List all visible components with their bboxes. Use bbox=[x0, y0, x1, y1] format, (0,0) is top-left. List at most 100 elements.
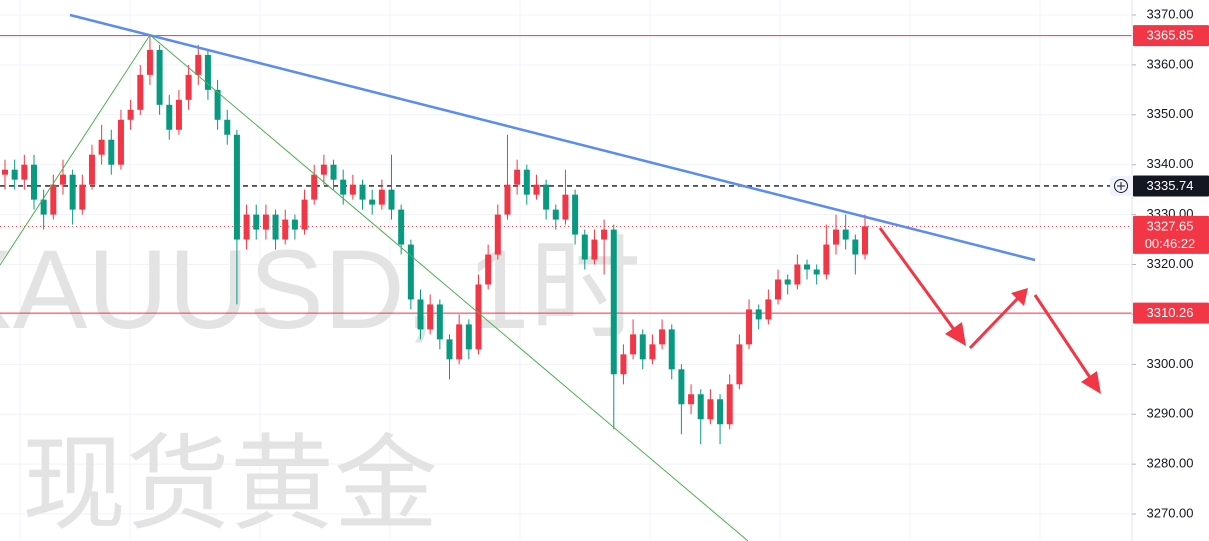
candle-body bbox=[272, 214, 279, 240]
candle-body bbox=[253, 214, 260, 230]
candle-body bbox=[620, 354, 627, 375]
candle-body bbox=[775, 279, 782, 300]
candle-body bbox=[456, 324, 463, 360]
candle-body bbox=[697, 394, 704, 420]
y-tick-label: 3340.00 bbox=[1147, 156, 1194, 171]
candle-body bbox=[436, 304, 443, 340]
candle-body bbox=[813, 269, 820, 275]
candle-body bbox=[485, 254, 492, 285]
candle-body bbox=[330, 164, 337, 180]
price-level-label: 3335.74 bbox=[1147, 178, 1194, 193]
candle-body bbox=[21, 164, 28, 180]
candle-body bbox=[137, 74, 144, 110]
watermark-symbol: XAUUSD, 1时 bbox=[0, 227, 641, 352]
price-axis bbox=[1132, 0, 1209, 541]
candle-body bbox=[88, 154, 95, 185]
y-tick-label: 3280.00 bbox=[1147, 456, 1194, 471]
candle-body bbox=[117, 119, 124, 165]
candle-body bbox=[175, 99, 182, 130]
candle-body bbox=[543, 184, 550, 210]
trend-lines bbox=[0, 13, 1036, 541]
candle-body bbox=[195, 54, 202, 75]
candle-body bbox=[378, 189, 385, 205]
candle-body bbox=[862, 226, 868, 255]
candle-body bbox=[417, 299, 424, 330]
time-grid bbox=[19, 0, 1041, 541]
y-tick-label: 3370.00 bbox=[1147, 6, 1194, 21]
candle-body bbox=[311, 174, 318, 200]
candle-body bbox=[475, 284, 482, 350]
crosshair-icon bbox=[1114, 178, 1128, 193]
candle-body bbox=[523, 169, 530, 195]
price-level-box bbox=[1133, 302, 1209, 324]
price-level-label: 3365.85 bbox=[1147, 28, 1194, 43]
candle-body bbox=[572, 194, 579, 235]
candle-body bbox=[755, 309, 762, 320]
price-level-label: 3327.65 bbox=[1147, 218, 1194, 233]
candle-body bbox=[562, 194, 569, 220]
forecast-arrows bbox=[878, 227, 1101, 394]
candle-body bbox=[320, 164, 327, 175]
y-tick-label: 3320.00 bbox=[1147, 256, 1194, 271]
candle-body bbox=[746, 309, 753, 345]
price-level-box bbox=[1133, 25, 1209, 47]
candle-body bbox=[233, 134, 240, 240]
candle-body bbox=[291, 219, 298, 230]
candle-body bbox=[823, 244, 830, 275]
price-level-box bbox=[1133, 175, 1209, 197]
candle-body bbox=[301, 199, 308, 230]
candle-body bbox=[678, 369, 685, 405]
candle-body bbox=[146, 49, 153, 75]
candle-body bbox=[552, 209, 559, 220]
crosshair-plus bbox=[1117, 181, 1125, 190]
candle-body bbox=[185, 74, 192, 100]
candle-body bbox=[214, 89, 221, 120]
candle-body bbox=[833, 229, 840, 245]
candle-body bbox=[842, 229, 849, 240]
candle-body bbox=[726, 384, 733, 425]
candle-body bbox=[784, 279, 791, 285]
candle-body bbox=[50, 184, 57, 215]
candle-body bbox=[446, 339, 453, 360]
candle-body bbox=[69, 174, 76, 210]
candle-body bbox=[340, 179, 347, 195]
candle-body bbox=[794, 264, 801, 285]
candle-body bbox=[127, 109, 134, 120]
candle-body bbox=[736, 344, 743, 385]
countdown: 00:46:22 bbox=[1145, 236, 1196, 251]
watermark-name: 现货黄金 bbox=[22, 427, 438, 541]
candle-body bbox=[659, 329, 666, 345]
candle-body bbox=[407, 244, 414, 300]
candle-body bbox=[427, 304, 434, 330]
candle-body bbox=[349, 184, 356, 195]
candle-body bbox=[494, 214, 501, 255]
candle-body bbox=[40, 199, 47, 215]
candle-body bbox=[581, 234, 588, 260]
candle-body bbox=[591, 239, 598, 260]
candle-body bbox=[610, 229, 617, 375]
y-tick-label: 3360.00 bbox=[1147, 56, 1194, 71]
candle-body bbox=[804, 264, 811, 270]
y-tick-label: 3270.00 bbox=[1147, 505, 1194, 520]
candle-body bbox=[388, 189, 395, 210]
candle-body bbox=[224, 119, 231, 135]
candle-body bbox=[852, 239, 859, 255]
candle-body bbox=[79, 184, 86, 210]
candle-body bbox=[98, 139, 105, 155]
candle-body bbox=[30, 164, 37, 200]
candle-body bbox=[359, 184, 366, 200]
y-tick-label: 3350.00 bbox=[1147, 106, 1194, 121]
price-level-box bbox=[1133, 215, 1209, 254]
candle-body bbox=[668, 329, 675, 370]
candle-body bbox=[204, 54, 211, 90]
candle-body bbox=[369, 199, 376, 205]
y-tick-label: 3290.00 bbox=[1147, 406, 1194, 421]
crosshair-button[interactable] bbox=[1110, 175, 1132, 196]
candle-body bbox=[11, 169, 18, 180]
candle-body bbox=[2, 169, 8, 175]
candle-body bbox=[707, 399, 714, 420]
candle-body bbox=[688, 394, 695, 405]
candle-body bbox=[262, 214, 269, 230]
